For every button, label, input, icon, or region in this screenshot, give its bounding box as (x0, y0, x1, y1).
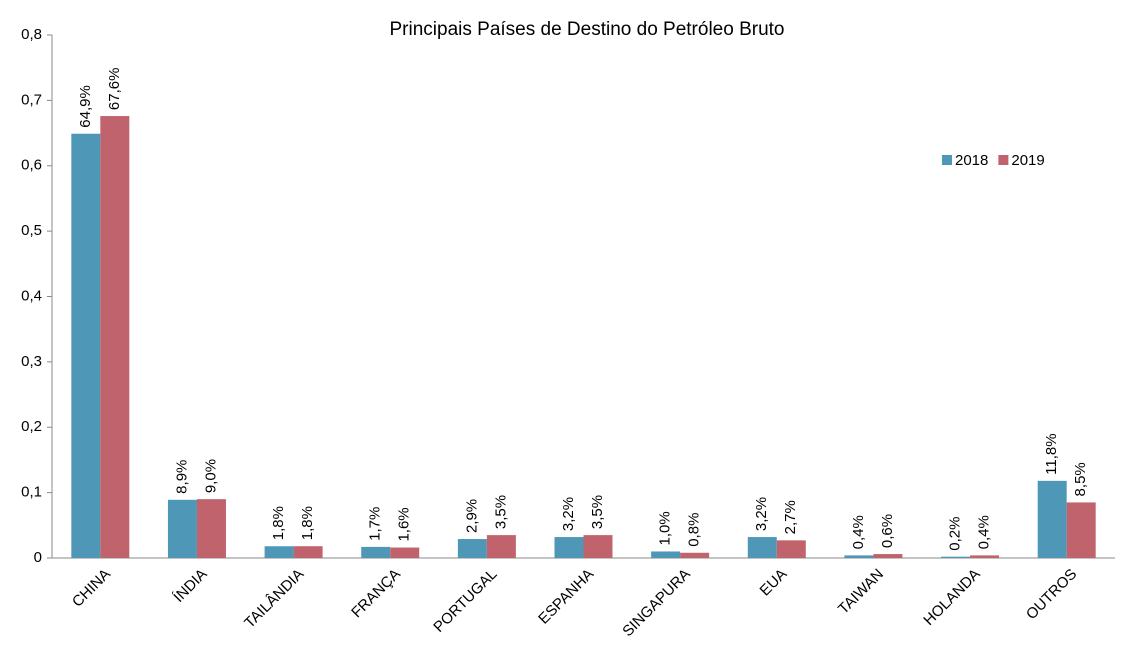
bar (651, 551, 681, 558)
bar (457, 539, 487, 558)
bar (583, 535, 613, 558)
chart-title: Principais Países de Destino do Petróleo… (390, 19, 785, 40)
data-label: 1,7% (367, 507, 384, 541)
bar (196, 499, 226, 558)
data-label: 1,8% (270, 506, 287, 540)
data-label: 0,6% (879, 514, 896, 548)
bar (71, 133, 101, 558)
bar (554, 537, 584, 558)
legend-swatch (942, 155, 952, 165)
x-tick-label: HOLANDA (920, 566, 983, 629)
data-label: 3,5% (589, 495, 606, 529)
data-label: 3,2% (560, 497, 577, 531)
bar (361, 546, 391, 558)
bar (264, 546, 294, 558)
y-tick-label: 0,7 (21, 91, 42, 108)
bar (776, 540, 806, 558)
bar (680, 552, 710, 558)
bar (167, 499, 197, 558)
bar (747, 537, 777, 558)
x-tick-label: FRANÇA (348, 566, 404, 622)
data-label: 2,7% (782, 500, 799, 534)
legend-swatch (998, 155, 1009, 165)
x-tick-label: ÍNDIA (170, 566, 210, 606)
bar (1066, 502, 1096, 558)
y-tick-label: 0 (34, 549, 42, 566)
x-tick-label: TAIWAN (835, 566, 887, 618)
y-tick-label: 0,1 (21, 484, 42, 501)
data-label: 1,8% (299, 506, 316, 540)
y-tick-label: 0,4 (21, 287, 42, 304)
data-label: 1,0% (657, 511, 674, 545)
bar (941, 556, 971, 558)
y-tick-label: 0,5 (21, 222, 42, 239)
data-label: 8,9% (173, 460, 190, 494)
data-label: 67,6% (106, 68, 123, 111)
x-tick-label: ESPANHA (535, 566, 597, 628)
data-label: 9,0% (202, 459, 219, 493)
data-label: 0,4% (850, 515, 867, 549)
data-label: 0,8% (686, 513, 703, 547)
y-tick-label: 0,6 (21, 157, 42, 174)
bar (844, 555, 874, 558)
bar (873, 554, 903, 558)
legend-label: 2019 (1011, 152, 1044, 169)
legend-label: 2018 (955, 152, 988, 169)
bar (970, 555, 1000, 558)
data-label: 0,2% (947, 516, 964, 550)
data-label: 1,6% (396, 507, 413, 541)
x-tick-label: PORTUGAL (430, 566, 500, 636)
data-label: 0,4% (976, 515, 993, 549)
bar (100, 116, 130, 558)
data-label: 64,9% (77, 85, 94, 128)
x-tick-label: OUTROS (1023, 566, 1080, 623)
x-tick-label: TAILÂNDIA (241, 566, 307, 632)
y-tick-label: 0,8 (21, 26, 42, 43)
data-label: 3,5% (492, 495, 509, 529)
y-tick-label: 0,3 (21, 353, 42, 370)
x-tick-label: EUA (757, 566, 791, 600)
x-tick-label: SINGAPURA (619, 566, 694, 641)
bar (1037, 480, 1067, 558)
x-tick-label: CHINA (69, 566, 114, 611)
data-label: 2,9% (463, 499, 480, 533)
bar (390, 547, 420, 558)
data-label: 11,8% (1043, 433, 1060, 474)
bar (293, 546, 323, 558)
data-label: 8,5% (1072, 462, 1089, 496)
bar (486, 535, 516, 558)
data-label: 3,2% (753, 497, 770, 531)
y-tick-label: 0,2 (21, 418, 42, 435)
